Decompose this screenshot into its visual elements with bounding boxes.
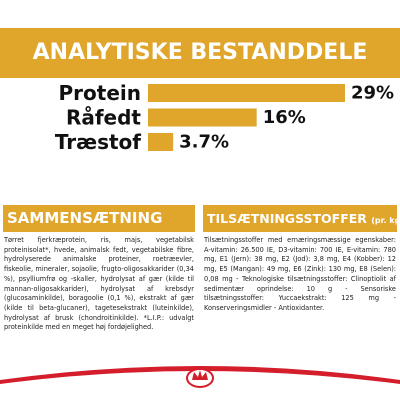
section-title: TILSÆTNINGSSTOFFER <box>207 211 367 226</box>
value-label: 29% <box>351 83 394 104</box>
bar <box>148 133 174 151</box>
composition-text: Tørret fjerkræprotein, ris, majs, vegeta… <box>4 236 194 332</box>
category-label: Råfedt <box>66 106 141 130</box>
title-band: ANALYTISKE BESTANDDELE <box>0 28 400 78</box>
bar <box>148 84 345 102</box>
category-label: Protein <box>59 81 141 105</box>
category-label: Træstof <box>55 130 141 154</box>
title: ANALYTISKE BESTANDDELE <box>32 40 368 65</box>
section-header: TILSÆTNINGSSTOFFER (pr. kg) <box>203 205 400 232</box>
section-header: SAMMENSÆTNING <box>3 205 195 232</box>
section-subtitle: (pr. kg) <box>371 216 400 225</box>
additives-text: Tilsætningsstoffer med ernæringsmæssige … <box>204 236 396 312</box>
value-label: 16% <box>263 107 306 128</box>
section-title: SAMMENSÆTNING <box>7 209 163 227</box>
value-label: 3.7% <box>179 132 229 153</box>
bar <box>148 108 257 127</box>
